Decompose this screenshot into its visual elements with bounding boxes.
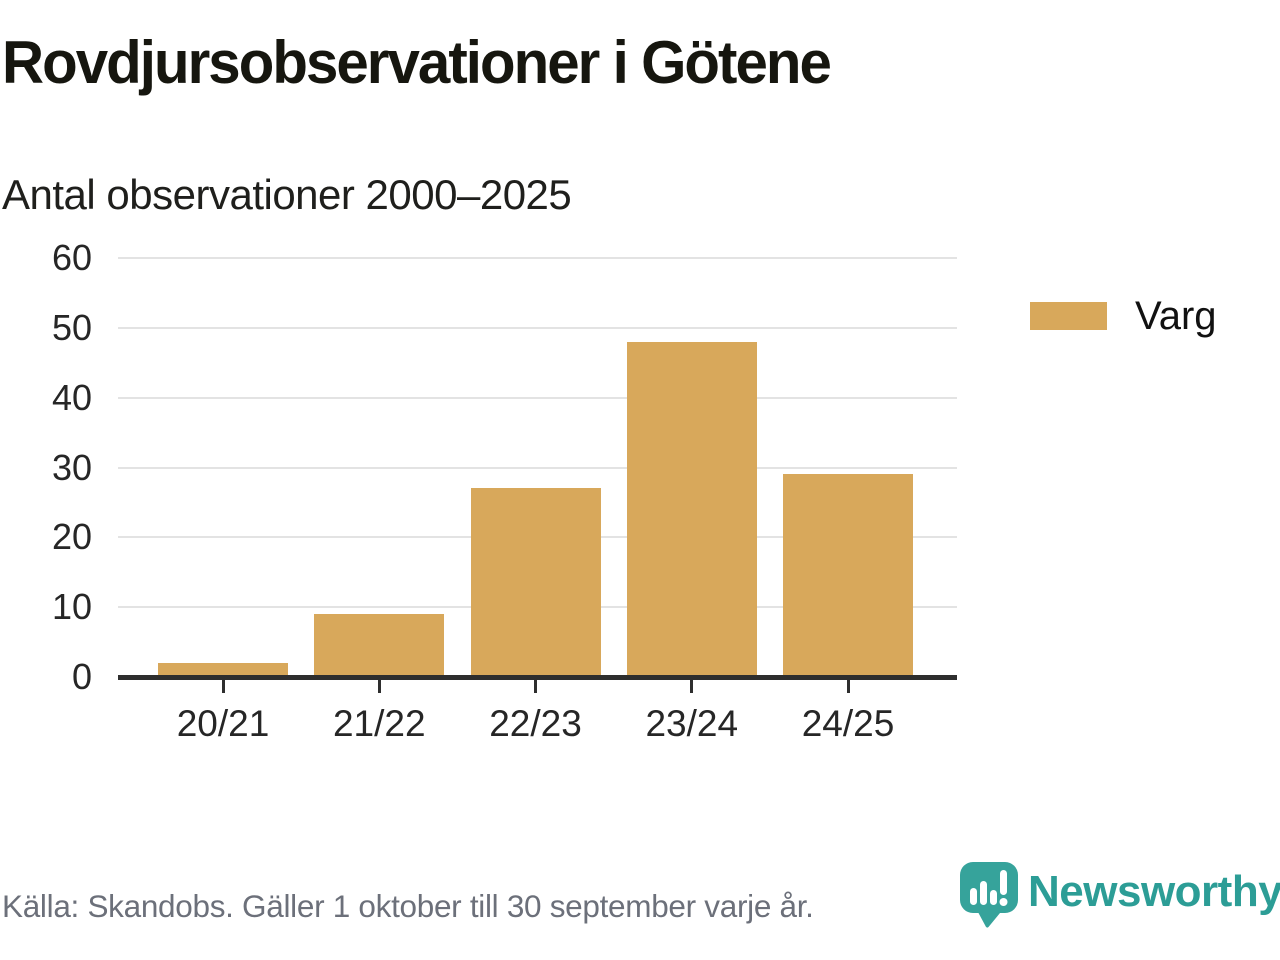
y-axis-label-60: 60: [51, 237, 92, 278]
legend-swatch-varg: [1030, 302, 1107, 330]
x-axis-tick-22-23: [534, 680, 537, 693]
bar-22-23: [470, 488, 601, 677]
y-axis-label-50: 50: [51, 306, 92, 348]
x-axis-tick-20-21: [221, 680, 225, 693]
gridline-40: [118, 396, 957, 399]
y-axis-label-0: 0: [71, 656, 92, 697]
chart-subtitle: Antal observationer 2000–2025: [2, 171, 572, 218]
x-axis-line: [118, 675, 957, 680]
bar-23-24: [626, 341, 757, 677]
gridline-50: [118, 326, 957, 329]
bar-20-21: [158, 663, 288, 677]
y-axis-label-30: 30: [51, 446, 92, 488]
newsworthy-logo: Newsworthy: [960, 862, 1280, 928]
x-axis-label-23-24: 23/24: [645, 703, 739, 744]
bar-24-25: [783, 474, 913, 677]
speech-bubble-bar-chart-icon: [960, 862, 1018, 928]
y-axis-label-10: 10: [51, 586, 92, 628]
chart-title: Rovdjursobservationer i Götene: [2, 29, 832, 96]
y-axis-label-20: 20: [51, 516, 92, 558]
x-axis-label-20-21: 20/21: [176, 703, 270, 744]
legend-label-varg: Varg: [1135, 294, 1217, 338]
x-axis-tick-24-25: [846, 680, 850, 693]
gridline-60: [118, 257, 957, 259]
x-axis-label-24-25: 24/25: [801, 703, 895, 744]
legend: Varg: [1030, 296, 1217, 336]
x-axis-tick-21-22: [377, 680, 381, 693]
bar-21-22: [314, 614, 445, 677]
newsworthy-wordmark: Newsworthy: [1028, 867, 1280, 916]
y-axis-label-40: 40: [51, 376, 92, 418]
x-axis-label-22-23: 22/23: [489, 703, 582, 744]
gridline-30: [118, 466, 957, 469]
x-axis-tick-23-24: [690, 680, 694, 693]
x-axis-label-21-22: 21/22: [332, 703, 426, 744]
source-note: Källa: Skandobs. Gäller 1 oktober till 3…: [2, 888, 814, 924]
